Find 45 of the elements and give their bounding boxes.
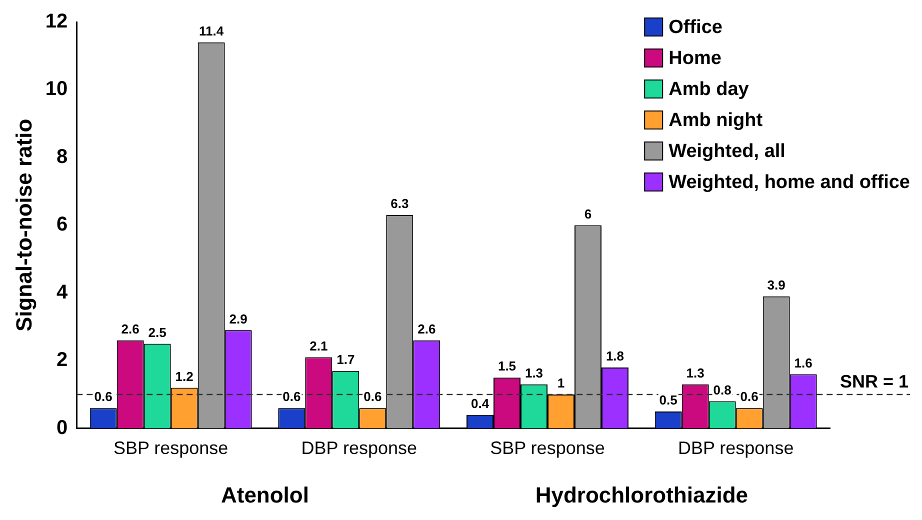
legend-label: Weighted, all xyxy=(668,141,786,162)
y-tick-label: 0 xyxy=(56,416,68,439)
ref-line-label: SNR = 1 xyxy=(840,372,909,392)
text: Atenolol xyxy=(220,482,309,508)
data-label: 1.3 xyxy=(524,365,544,380)
legend-label: Office xyxy=(668,17,722,38)
data-label: 0.5 xyxy=(659,392,678,408)
data-label: 0.6 xyxy=(282,389,301,404)
data-label: 0.8 xyxy=(713,382,732,398)
y-tick-label: 6 xyxy=(56,214,68,236)
y-axis-title: Signal-to-noise ratio xyxy=(11,118,36,332)
data-label: 2.1 xyxy=(310,338,328,354)
data-label: 1.5 xyxy=(498,358,516,374)
data-label: 2.6 xyxy=(418,321,436,336)
data-label: 2.9 xyxy=(229,311,248,326)
data-label: 1.6 xyxy=(794,355,812,370)
y-tick-label: 4 xyxy=(56,281,69,304)
legend-label: Weighted, home and office xyxy=(668,172,910,194)
data-label: 6.3 xyxy=(390,196,409,212)
y-tick-label: 8 xyxy=(56,146,68,168)
data-label: 1 xyxy=(557,376,565,391)
data-label: 0.6 xyxy=(94,389,112,404)
data-label: 3.9 xyxy=(767,277,786,292)
x-tick-label: SBP response xyxy=(113,438,228,458)
x-tick-label: DBP response xyxy=(301,438,418,458)
x-tick-label: DBP response xyxy=(678,438,794,458)
data-label: 0.4 xyxy=(470,396,490,411)
data-label: 1.3 xyxy=(686,365,704,380)
data-label: 0.6 xyxy=(364,389,382,404)
data-label: 0.6 xyxy=(740,389,758,404)
text: Hydrochlorothiazide xyxy=(535,482,748,508)
y-tick-label: 2 xyxy=(56,349,68,372)
x-tick-label: SBP response xyxy=(490,438,605,458)
y-tick-label: 10 xyxy=(45,78,68,100)
data-label: 2.6 xyxy=(121,321,140,336)
data-label: 6 xyxy=(584,206,592,222)
data-label: 2.5 xyxy=(148,324,166,340)
data-label: 11.4 xyxy=(199,23,224,38)
legend-label: Amb night xyxy=(668,110,764,132)
data-label: 1.2 xyxy=(175,368,194,384)
data-label: 1.8 xyxy=(606,348,624,364)
legend-label: Amb day xyxy=(668,79,750,100)
y-tick-label: 12 xyxy=(45,10,68,33)
data-label: 1.7 xyxy=(336,352,355,367)
legend-label: Home xyxy=(668,48,722,70)
